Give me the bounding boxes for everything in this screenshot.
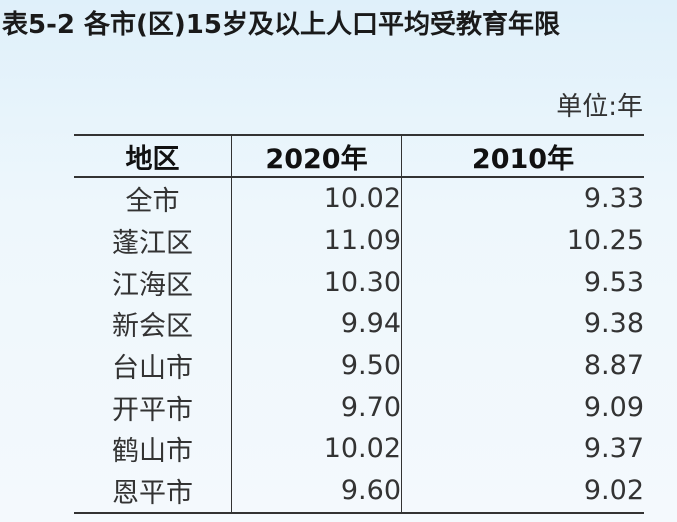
value-2010-cell: 8.87 [583,350,644,382]
header-2020: 2020年 [231,134,402,178]
value-2010-cell: 9.09 [583,391,644,423]
header-row: 地区 2020年 2010年 [74,134,644,178]
value-2020-cell: 10.02 [231,428,402,470]
region-cell: 恩平市 [74,469,232,514]
value-2010-cell: 9.38 [583,308,644,340]
table-row: 恩平市 9.60 9.02 [74,469,644,514]
table-row: 新会区 9.94 9.38 [74,303,644,345]
table-title: 表5-2 各市(区)15岁及以上人口平均受教育年限 [2,10,560,40]
region-cell: 新会区 [112,311,193,343]
table-row: 开平市 9.70 9.09 [74,386,644,429]
table-row: 蓬江区 11.09 10.25 [74,219,644,262]
value-2020-cell: 9.70 [231,386,402,429]
value-2010-cell: 9.37 [583,433,644,465]
header-region: 地区 [74,134,232,178]
value-2020-cell: 10.30 [231,261,402,304]
header-2010: 2010年 [401,134,644,178]
value-2010-cell: 9.33 [583,183,644,215]
value-2020-cell: 9.50 [231,344,402,387]
table-row: 鹤山市 10.02 9.37 [74,428,644,470]
region-cell: 全市 [125,186,180,218]
table-row: 江海区 10.30 9.53 [74,261,644,304]
region-cell: 江海区 [112,269,193,301]
region-cell: 蓬江区 [112,228,193,260]
value-2020-cell: 9.94 [231,303,402,345]
unit-label: 单位:年 [556,92,643,122]
value-2010-cell: 9.02 [401,469,644,514]
value-2020-cell: 9.60 [231,469,402,514]
value-2010-cell: 9.53 [583,266,644,298]
value-2020-cell: 11.09 [231,219,402,262]
region-cell: 开平市 [112,394,193,426]
region-cell: 鹤山市 [112,436,193,468]
value-2020-cell: 10.02 [231,177,402,220]
value-2010-cell: 10.25 [566,225,644,257]
region-cell: 台山市 [112,353,193,385]
table-row: 台山市 9.50 8.87 [74,344,644,387]
table-row: 全市 10.02 9.33 [74,177,644,220]
education-years-table: 地区 2020年 2010年 全市 10.02 9.33 蓬江区 11.09 10.25 江… [74,134,644,514]
